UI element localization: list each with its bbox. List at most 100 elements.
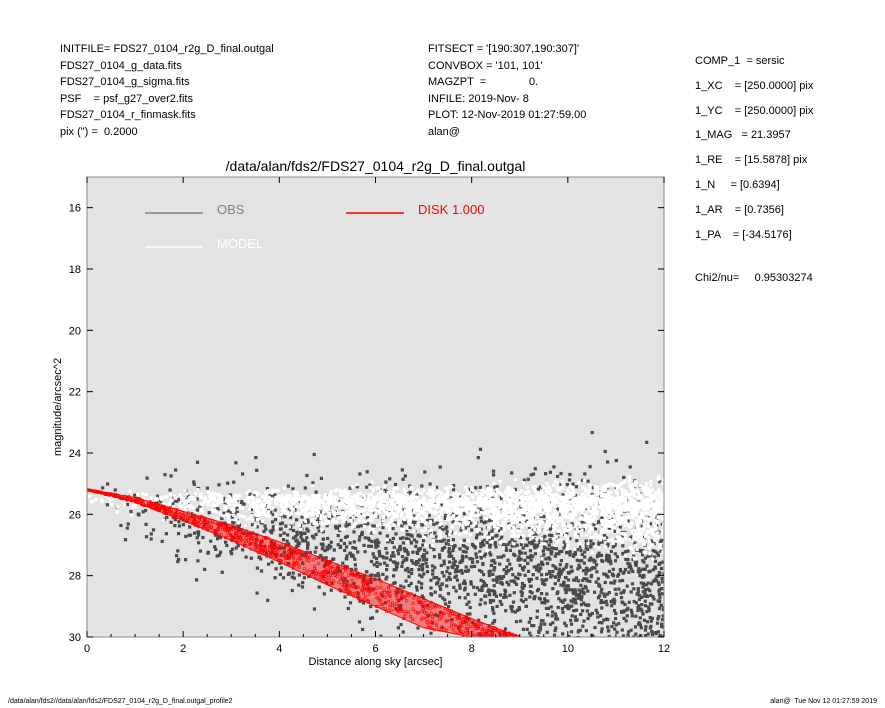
- model-point: [409, 497, 413, 501]
- model-point: [508, 498, 512, 502]
- model-point: [268, 505, 272, 509]
- obs-point: [487, 531, 491, 535]
- obs-point: [510, 609, 514, 613]
- obs-point: [634, 614, 638, 618]
- model-point: [603, 518, 607, 523]
- obs-point: [588, 568, 592, 572]
- model-point: [606, 519, 610, 523]
- obs-point: [425, 570, 430, 574]
- disk-point: [186, 511, 190, 515]
- obs-point: [485, 541, 489, 545]
- model-point: [520, 515, 524, 519]
- model-point: [641, 505, 645, 509]
- model-point: [251, 517, 255, 521]
- model-point: [610, 538, 614, 542]
- obs-point: [541, 581, 545, 586]
- model-point: [472, 523, 476, 527]
- obs-point: [570, 569, 574, 573]
- model-point: [611, 500, 615, 504]
- obs-point: [502, 595, 506, 600]
- obs-point: [352, 530, 356, 534]
- model-point: [450, 542, 454, 546]
- obs-point: [344, 524, 348, 528]
- model-point: [538, 524, 542, 528]
- model-point: [397, 521, 401, 525]
- obs-point: [419, 547, 423, 551]
- model-point: [566, 503, 570, 507]
- obs-point: [535, 589, 540, 593]
- model-point: [515, 501, 519, 505]
- model-point: [610, 518, 614, 522]
- obs-point: [564, 551, 569, 555]
- obs-point: [559, 559, 563, 563]
- model-point: [439, 510, 443, 514]
- obs-point: [336, 534, 340, 538]
- model-point: [619, 482, 623, 486]
- obs-point: [171, 515, 175, 519]
- model-point: [276, 498, 281, 503]
- model-point: [469, 501, 474, 505]
- model-point: [431, 492, 435, 496]
- obs-point: [403, 568, 408, 572]
- model-point: [631, 486, 635, 490]
- model-point: [531, 508, 535, 512]
- obs-point: [321, 530, 325, 534]
- obs-point: [379, 634, 383, 637]
- obs-point: [278, 533, 283, 537]
- model-point: [511, 488, 515, 492]
- obs-point: [273, 576, 277, 580]
- obs-point: [499, 498, 503, 502]
- model-point: [350, 511, 355, 515]
- obs-point: [560, 607, 564, 611]
- obs-point: [278, 561, 282, 565]
- model-point: [600, 488, 604, 492]
- model-point: [634, 503, 639, 507]
- obs-point: [649, 673, 652, 676]
- model-point: [560, 486, 564, 490]
- obs-point: [597, 551, 601, 555]
- model-point: [500, 539, 504, 543]
- obs-point: [602, 664, 605, 667]
- model-point: [492, 516, 496, 520]
- model-point: [644, 492, 648, 496]
- model-point: [347, 497, 351, 502]
- model-point: [640, 496, 644, 500]
- obs-point: [622, 570, 626, 574]
- obs-point: [633, 541, 637, 545]
- model-point: [614, 507, 618, 511]
- obs-point: [436, 614, 440, 618]
- obs-point: [553, 575, 557, 579]
- obs-point: [525, 627, 529, 631]
- obs-point: [547, 547, 551, 551]
- obs-point: [573, 615, 577, 619]
- obs-point: [636, 608, 640, 613]
- model-point: [504, 510, 508, 514]
- model-point: [628, 477, 632, 481]
- model-point: [409, 499, 413, 503]
- obs-point: [624, 550, 628, 554]
- obs-point: [632, 587, 636, 591]
- obs-point: [443, 546, 447, 550]
- obs-point: [225, 543, 229, 548]
- obs-point: [621, 634, 626, 637]
- model-point: [106, 496, 110, 500]
- model-point: [460, 517, 464, 522]
- model-point: [447, 508, 452, 512]
- obs-point: [420, 568, 425, 572]
- model-point: [323, 495, 327, 499]
- model-point: [425, 506, 430, 511]
- model-point: [440, 522, 444, 526]
- model-point: [656, 531, 660, 535]
- model-point: [278, 516, 282, 520]
- model-point: [378, 489, 383, 493]
- model-point: [213, 508, 217, 512]
- obs-point: [644, 604, 648, 608]
- model-point: [329, 493, 334, 498]
- model-point: [521, 533, 525, 538]
- obs-point: [573, 552, 577, 556]
- obs-point: [352, 540, 356, 544]
- obs-point: [367, 544, 371, 548]
- model-point: [310, 500, 314, 504]
- obs-point: [493, 591, 497, 595]
- obs-point: [586, 648, 589, 651]
